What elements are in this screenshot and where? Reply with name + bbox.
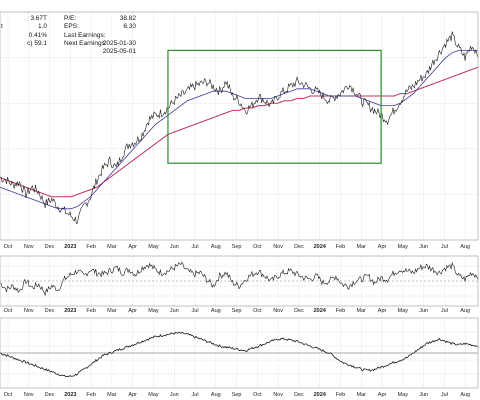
x-tick-label: Oct [253, 244, 262, 250]
x-tick-label: Oct [253, 308, 262, 314]
stat-value: 3.67T [30, 15, 47, 22]
x-tick-label: Aug [211, 392, 221, 398]
series-price [0, 31, 479, 224]
x-tick-label: Feb [86, 308, 95, 314]
x-tick-label: Sep [232, 244, 242, 250]
x-tick-label: Jul [441, 308, 448, 314]
x-tick-label: Nov [24, 392, 34, 398]
x-tick-label: Nov [24, 308, 34, 314]
x-tick-label: Jul [192, 244, 199, 250]
x-tick-label: Feb [336, 308, 345, 314]
x-tick-label: Jul [441, 392, 448, 398]
x-tick-label: Nov [273, 392, 283, 398]
panel-border [0, 11, 479, 241]
x-tick-label: Feb [86, 392, 95, 398]
x-tick-label: May [148, 392, 159, 398]
stat-value: c) 59.1 [27, 39, 47, 47]
series-ma-long [0, 66, 479, 198]
x-tick-label: Aug [460, 244, 470, 250]
x-tick-label: Feb [336, 392, 345, 398]
x-tick-label: Apr [378, 308, 387, 314]
x-tick-label: 2024 [314, 392, 327, 398]
x-tick-label: Mar [357, 392, 367, 398]
series-ma-short [0, 50, 478, 210]
panel-border [0, 317, 479, 389]
x-tick-label: Dec [45, 244, 55, 250]
x-tick-label: Jun [419, 244, 428, 250]
stat-eps: EPS: 6.30 [64, 23, 136, 31]
x-tick-label: Aug [460, 392, 470, 398]
x-tick-label: Dec [294, 244, 304, 250]
x-tick-label: Dec [294, 308, 304, 314]
x-tick-label: Mar [357, 308, 367, 314]
x-tick-label: Oct [4, 308, 13, 314]
x-tick-label: Jul [192, 392, 199, 398]
x-tick-label: May [398, 308, 409, 314]
stat-last-earnings: Last Earnings: 2025-01-30 [64, 31, 136, 47]
consolidation-box [167, 49, 382, 164]
panel-border [0, 255, 479, 307]
x-tick-label: 2024 [314, 244, 327, 250]
x-tick-label: Aug [460, 308, 470, 314]
x-tick-label: Apr [378, 244, 387, 250]
series-rsi [0, 261, 479, 296]
x-tick-label: Sep [232, 392, 242, 398]
x-tick-label: Mar [107, 392, 117, 398]
stats-left: 3.67T t 1.0 0.41% c) 59.1 [1, 15, 47, 48]
x-tick-label: Dec [294, 392, 304, 398]
x-tick-label: Mar [357, 244, 367, 250]
x-tick-label: Aug [211, 244, 221, 250]
x-tick-label: Jun [170, 244, 179, 250]
x-tick-label: 2024 [314, 308, 327, 314]
x-tick-label: Feb [336, 244, 345, 250]
x-tick-label: Dec [45, 308, 55, 314]
x-tick-label: Aug [211, 308, 221, 314]
x-tick-label: Jun [419, 308, 428, 314]
x-tick-label: Jun [170, 308, 179, 314]
x-tick-label: May [398, 244, 409, 250]
x-tick-label: Apr [128, 392, 137, 398]
x-tick-label: Mar [107, 244, 117, 250]
x-tick-label: Jun [170, 392, 179, 398]
x-tick-label: May [148, 308, 159, 314]
x-tick-label: Apr [128, 244, 137, 250]
x-tick-label: 2023 [64, 244, 76, 250]
x-tick-label: Mar [107, 308, 117, 314]
x-tick-label: Dec [45, 392, 55, 398]
stat-value: t 1.0 [1, 23, 47, 31]
x-tick-label: Oct [4, 392, 13, 398]
stat-value: 0.41% [28, 31, 47, 39]
x-tick-label: Nov [24, 244, 34, 250]
x-tick-label: 2023 [64, 308, 76, 314]
x-tick-label: Sep [232, 308, 242, 314]
x-tick-label: May [398, 392, 409, 398]
x-tick-label: Jul [441, 244, 448, 250]
x-tick-label: 2023 [64, 392, 76, 398]
stat-next-earnings: Next Earnings: 2025-05-01 [64, 39, 136, 56]
x-tick-label: Jun [419, 392, 428, 398]
x-tick-label: Jul [192, 308, 199, 314]
x-tick-label: Nov [273, 308, 283, 314]
x-tick-label: Apr [378, 392, 387, 398]
series-momentum [0, 331, 479, 378]
x-tick-label: Oct [4, 244, 13, 250]
x-tick-label: May [148, 244, 159, 250]
x-tick-label: Feb [86, 244, 95, 250]
x-tick-label: Apr [128, 308, 137, 314]
x-tick-label: Nov [273, 244, 283, 250]
x-tick-label: Oct [253, 392, 262, 398]
